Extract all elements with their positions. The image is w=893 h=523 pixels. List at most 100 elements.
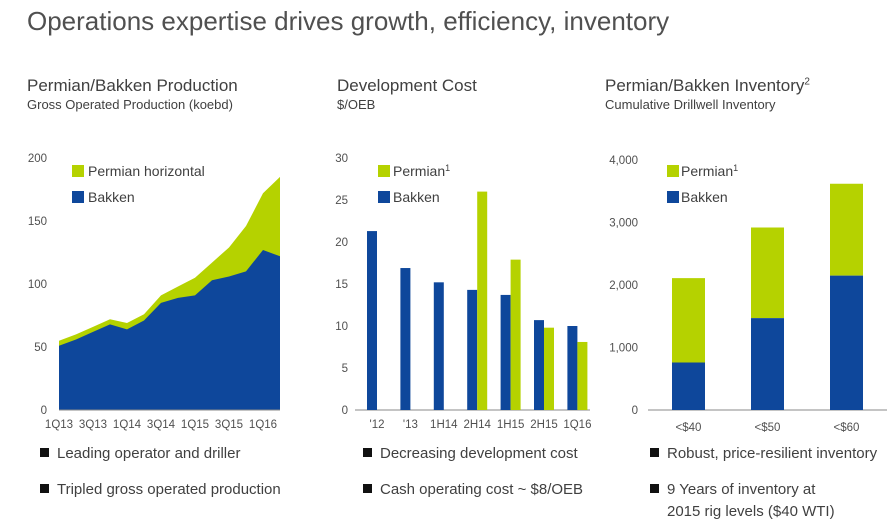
x-tick-label: '12 — [370, 419, 385, 431]
y-tick-label: 100 — [28, 279, 47, 291]
bullet-square-icon — [363, 484, 372, 493]
x-tick-label: 1Q15 — [181, 419, 209, 431]
legend-swatch-permian — [667, 165, 679, 177]
legend-bakken: Bakken — [681, 189, 728, 205]
bar-permian — [544, 327, 554, 410]
x-tick-label: <$40 — [676, 422, 702, 434]
bar-permian — [672, 278, 705, 363]
inventory-subtitle: Cumulative Drillwell Inventory — [605, 97, 776, 112]
area-bakken — [59, 249, 280, 410]
legend-bakken: Bakken — [393, 189, 440, 205]
bar-bakken — [672, 362, 705, 410]
dev-cost-bar-chart: 0 5 10 15 20 25 30 '12 '13 1H14 2H14 1H15 2H15 1Q16 — [335, 153, 591, 431]
bar-bakken — [500, 294, 511, 410]
bullet-text: 2015 rig levels ($40 WTI) — [667, 503, 835, 520]
legend-swatch-bakken — [72, 191, 84, 203]
y-tick-label: 150 — [28, 216, 47, 228]
production-subtitle: Gross Operated Production (koebd) — [27, 97, 233, 112]
legend-swatch-permian — [72, 165, 84, 177]
bullet-item: Robust, price-resilient inventory — [650, 443, 877, 465]
bullet-text: Decreasing development cost — [380, 445, 578, 462]
bullet-square-icon — [363, 448, 372, 457]
bar-bakken — [400, 268, 411, 410]
y-tick-label: 0 — [342, 405, 348, 417]
bullet-item: 9 Years of inventory at 2015 rig levels (… — [650, 479, 835, 523]
x-tick-label: 1Q16 — [563, 419, 591, 431]
production-heading: Permian/Bakken Production — [27, 76, 238, 95]
dev-cost-subtitle: $/OEB — [337, 97, 376, 112]
x-tick-label: 1Q14 — [113, 419, 142, 431]
x-tick-label: 3Q14 — [147, 419, 176, 431]
legend-swatch-permian — [378, 165, 390, 177]
x-tick-label: 1H15 — [497, 419, 525, 431]
y-tick-label: 30 — [335, 153, 348, 165]
legend-permian-text: Permian — [393, 163, 445, 179]
y-tick-label: 25 — [335, 195, 348, 207]
legend-permian-horizontal: Permian horizontal — [88, 163, 205, 179]
y-tick-label: 15 — [335, 279, 348, 291]
bar-bakken — [367, 231, 377, 410]
y-tick-label: 0 — [41, 405, 47, 417]
bullet-text: Robust, price-resilient inventory — [667, 445, 878, 462]
bullet-item: Tripled gross operated production — [40, 479, 281, 501]
x-tick-label: 2H15 — [530, 419, 558, 431]
y-tick-label: 50 — [34, 342, 47, 354]
bullet-item: Decreasing development cost — [363, 443, 578, 465]
y-tick-label: 20 — [335, 237, 348, 249]
inventory-bar-chart: 0 1,000 2,000 3,000 4,000 <$40 <$50 <$60 — [609, 155, 887, 434]
bar-permian — [577, 341, 588, 410]
legend-bakken: Bakken — [88, 189, 135, 205]
bullet-text: Tripled gross operated production — [57, 481, 281, 498]
x-tick-label: 1Q16 — [249, 419, 277, 431]
bullet-square-icon — [40, 484, 49, 493]
bullet-item: Cash operating cost ~ $8/OEB — [363, 479, 583, 501]
production-area-chart: 0 50 100 150 200 1Q13 3Q13 1Q14 3Q14 1Q15 3Q15 1Q16 — [28, 153, 280, 431]
bar-bakken — [467, 289, 478, 410]
bullet-square-icon — [650, 484, 659, 493]
x-tick-label: 3Q13 — [79, 419, 107, 431]
bar-bakken — [830, 275, 863, 410]
inventory-heading-text: Permian/Bakken Inventory — [605, 76, 805, 95]
legend-permian-text: Permian — [681, 163, 733, 179]
y-tick-label: 2,000 — [609, 280, 638, 292]
footnote-marker: 1 — [733, 163, 738, 173]
bullet-text: Leading operator and driller — [57, 445, 241, 462]
y-tick-label: 200 — [28, 153, 47, 165]
y-tick-label: 4,000 — [609, 155, 638, 167]
dev-cost-heading: Development Cost — [337, 76, 477, 95]
bullet-item: Leading operator and driller — [40, 443, 240, 465]
x-tick-label: 1Q13 — [45, 419, 73, 431]
legend-swatch-bakken — [378, 191, 390, 203]
y-tick-label: 10 — [335, 321, 348, 333]
bar-bakken — [433, 282, 444, 410]
bullet-square-icon — [40, 448, 49, 457]
x-tick-label: <$50 — [755, 422, 781, 434]
bar-bakken — [534, 320, 544, 410]
page-title: Operations expertise drives growth, effi… — [27, 6, 670, 36]
bar-permian — [830, 183, 863, 276]
x-tick-label: 1H14 — [430, 419, 458, 431]
footnote-marker: 1 — [445, 163, 450, 173]
bar-bakken — [567, 326, 578, 410]
inventory-heading: Permian/Bakken Inventory2 — [605, 76, 810, 96]
y-tick-label: 1,000 — [609, 343, 638, 355]
x-tick-label: '13 — [403, 419, 418, 431]
legend-swatch-bakken — [667, 191, 679, 203]
legend-permian: Permian1 — [681, 163, 738, 179]
x-tick-label: 3Q15 — [215, 419, 243, 431]
x-tick-label: <$60 — [834, 422, 860, 434]
y-tick-label: 5 — [342, 363, 348, 375]
footnote-marker: 2 — [804, 76, 810, 88]
bar-bakken — [751, 318, 784, 410]
bar-permian — [477, 191, 488, 410]
y-tick-label: 3,000 — [609, 218, 638, 230]
bar-permian — [510, 259, 521, 410]
bullet-text: Cash operating cost ~ $8/OEB — [380, 481, 584, 498]
x-tick-label: 2H14 — [463, 419, 491, 431]
bullet-text: 9 Years of inventory at — [667, 481, 816, 498]
bar-permian — [751, 227, 784, 319]
legend-permian: Permian1 — [393, 163, 450, 179]
bullet-square-icon — [650, 448, 659, 457]
y-tick-label: 0 — [632, 405, 638, 417]
